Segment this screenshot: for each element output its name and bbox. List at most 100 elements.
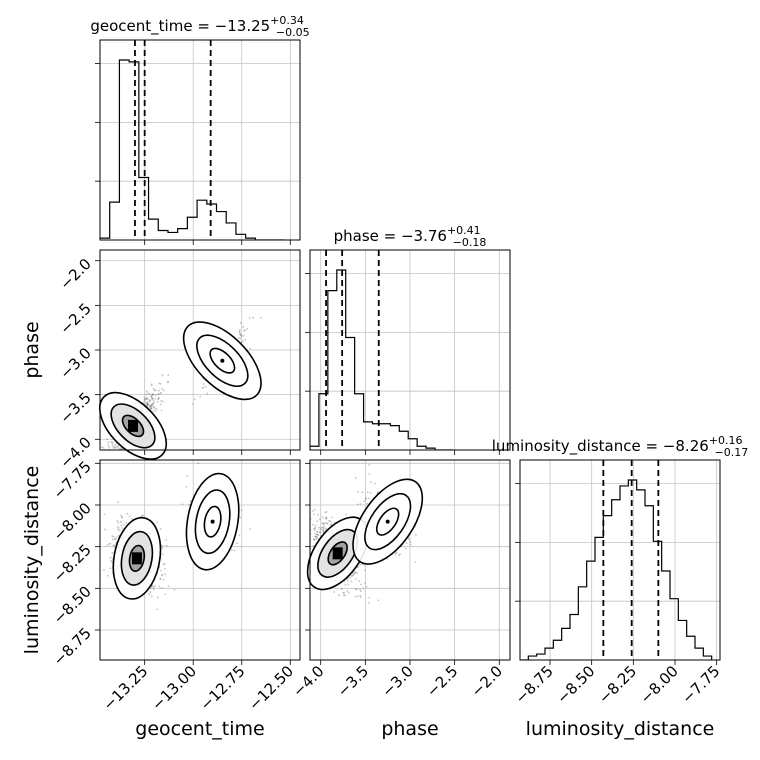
sample-point	[414, 561, 417, 563]
sample-point	[111, 470, 113, 472]
sample-point	[117, 456, 119, 458]
sample-point	[359, 595, 362, 597]
sample-point	[128, 515, 131, 518]
xtick-label: −8.75	[512, 662, 557, 707]
sample-point	[110, 559, 113, 562]
sample-point	[235, 542, 238, 545]
sample-point	[158, 585, 161, 588]
hist-bar	[662, 571, 670, 660]
sample-point	[348, 577, 351, 579]
sample-point	[238, 534, 241, 537]
xtick-label: −8.50	[553, 662, 598, 707]
sample-point	[116, 457, 118, 459]
sample-point	[316, 520, 319, 523]
sample-point	[312, 523, 314, 526]
ytick-label: −8.00	[50, 499, 95, 544]
sample-point	[116, 461, 118, 463]
hist-bar	[197, 200, 207, 240]
sample-point	[323, 525, 325, 528]
sample-point	[312, 544, 315, 547]
ytick-label: −8.25	[50, 541, 95, 586]
panel-geocent_time-vs-phase: −4.0−3.5−3.0−2.5−2.0	[56, 249, 301, 472]
sample-point	[239, 332, 241, 335]
ytick-label: −2.5	[56, 299, 94, 337]
sample-point	[330, 523, 333, 526]
sample-point	[233, 549, 236, 552]
hist-bar	[603, 516, 611, 660]
sample-point	[106, 544, 109, 547]
sample-point	[161, 574, 164, 576]
sample-point	[244, 329, 246, 332]
sample-point	[242, 334, 245, 337]
sample-point	[144, 398, 147, 401]
sample-point	[111, 445, 114, 447]
sample-point	[320, 527, 323, 529]
sample-point	[313, 538, 315, 541]
title-minus: −0.05	[276, 26, 310, 39]
sample-point	[314, 529, 316, 532]
sample-point	[252, 316, 255, 319]
sample-point	[314, 527, 316, 530]
sample-point	[318, 526, 320, 529]
sample-point	[147, 403, 150, 406]
sample-point	[131, 518, 134, 521]
sample-point	[395, 551, 398, 554]
sample-point	[358, 564, 361, 566]
sample-point	[313, 538, 315, 541]
sample-point	[161, 553, 164, 556]
sample-point	[159, 392, 162, 395]
sample-point	[149, 406, 151, 409]
hist-bar	[129, 62, 139, 240]
sample-point	[305, 505, 307, 507]
hist-outline	[100, 59, 285, 240]
sample-point	[326, 522, 328, 525]
sample-point	[313, 513, 315, 515]
sample-point	[146, 403, 149, 406]
hist-bar	[217, 212, 227, 240]
sample-point	[125, 522, 128, 524]
sample-point	[344, 583, 347, 586]
sample-point	[324, 527, 327, 530]
sample-point	[101, 453, 103, 455]
hist-bar	[373, 424, 382, 450]
sample-point	[394, 553, 397, 555]
sample-point	[305, 536, 307, 538]
sample-point	[144, 397, 147, 400]
sample-point	[154, 407, 157, 410]
sample-point	[328, 520, 330, 522]
sample-point	[152, 406, 155, 409]
sample-point	[408, 538, 410, 540]
sample-point	[347, 591, 350, 594]
sample-point	[344, 594, 346, 597]
sample-point	[157, 393, 159, 396]
panel-title: geocent_time = −13.25+0.34 −0.05	[90, 14, 309, 39]
sample-point	[322, 526, 324, 529]
sample-point	[369, 492, 372, 494]
xtick-label: −2.5	[423, 662, 461, 700]
yaxis-label-luminosity_distance: luminosity_distance	[21, 466, 43, 655]
sample-point	[160, 400, 163, 402]
sample-point	[144, 403, 147, 406]
sample-point	[319, 528, 322, 531]
sample-point	[104, 528, 106, 531]
sample-point	[315, 538, 318, 540]
sample-point	[150, 383, 153, 386]
sample-point	[318, 518, 321, 521]
sample-point	[151, 403, 154, 405]
sample-point	[152, 397, 155, 400]
sample-point	[117, 528, 119, 531]
sample-point	[367, 601, 370, 604]
sample-point	[114, 538, 117, 541]
hist-bar	[578, 587, 586, 660]
sample-point	[239, 321, 242, 324]
title-plus: +0.34	[270, 14, 304, 27]
sample-point	[163, 563, 166, 565]
sample-point	[314, 526, 317, 529]
ytick-label: −8.75	[50, 624, 95, 669]
hist-bar	[637, 490, 645, 660]
hist-bar	[595, 537, 603, 660]
hist-bar	[346, 338, 355, 451]
sample-point	[164, 568, 166, 570]
sample-point	[109, 556, 112, 559]
sample-point	[365, 585, 368, 588]
